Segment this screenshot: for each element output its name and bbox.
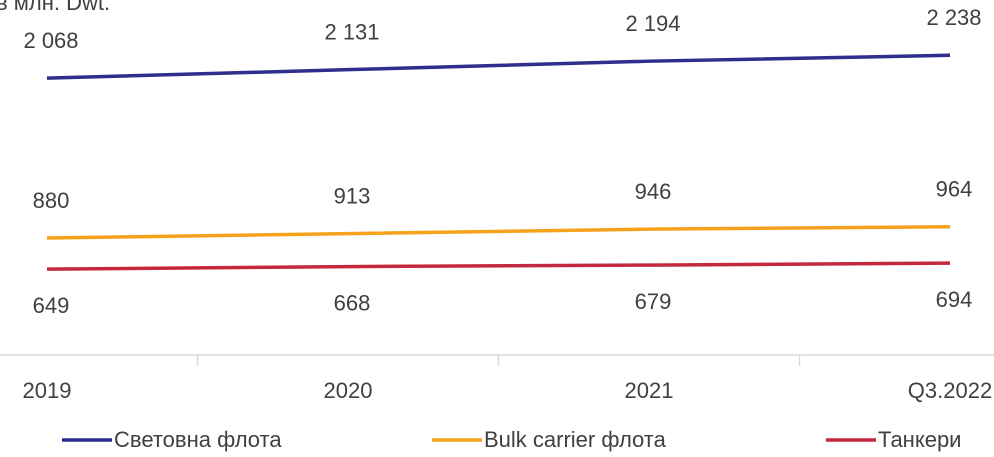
data-label: 679 (635, 289, 672, 314)
x-tick-label: 2020 (324, 378, 373, 403)
data-label: 2 194 (625, 11, 680, 36)
x-tick-label: 2019 (23, 378, 72, 403)
legend-label: Световна флота (114, 427, 282, 452)
x-tick-label: 2021 (625, 378, 674, 403)
data-label: 964 (936, 177, 973, 202)
legend-label: Танкери (878, 427, 961, 452)
legend-label: Bulk carrier флота (484, 427, 667, 452)
data-label: 880 (33, 188, 70, 213)
series-line (46, 53, 951, 80)
series-line (46, 224, 951, 240)
data-label: 913 (334, 183, 371, 208)
data-label: 694 (936, 287, 973, 312)
chart-title: в млн. Dwt. (0, 0, 110, 15)
data-label: 649 (33, 293, 70, 318)
data-label: 668 (334, 290, 371, 315)
series-line (46, 261, 951, 271)
data-label: 946 (635, 179, 672, 204)
data-label: 2 068 (23, 28, 78, 53)
data-label: 2 238 (926, 5, 981, 30)
x-tick-label: Q3.2022 (908, 378, 992, 403)
data-label: 2 131 (324, 19, 379, 44)
